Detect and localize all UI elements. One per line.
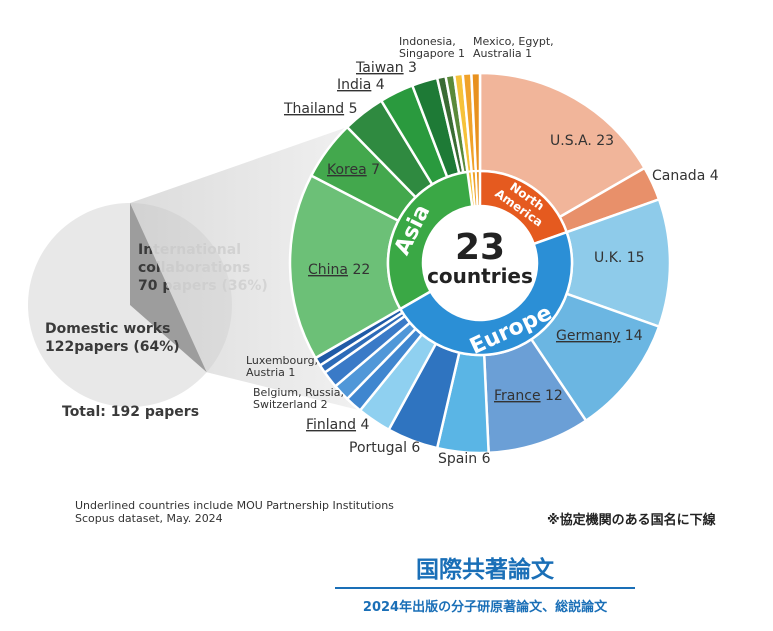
footnote: Underlined countries include MOU Partner… <box>75 499 394 525</box>
region-europe <box>398 230 574 357</box>
slice-domestic <box>28 203 207 408</box>
label-thailand: Thailand 5 <box>283 101 357 117</box>
label-total: Total: 192 papers <box>62 404 199 420</box>
center-disc <box>425 208 535 318</box>
label-luxembourg-austria: Luxembourg, Austria 1 <box>246 354 318 379</box>
label-finland: Finland 4 <box>306 417 369 433</box>
footer-subtitle: 2024年出版の分子研原著論文、総説論文 <box>362 600 608 615</box>
label-china: China 22 <box>308 262 370 278</box>
label-canada: Canada 4 <box>652 168 719 184</box>
center-number: 23 <box>455 227 505 268</box>
label-germany: Germany 14 <box>556 328 643 344</box>
footer-rule <box>335 587 635 589</box>
label-korea: Korea 7 <box>327 162 380 178</box>
country-ring <box>288 71 672 455</box>
label-uk: U.K. 15 <box>594 250 645 266</box>
center-word: countries <box>427 264 533 288</box>
footer-title: 国際共著論文 <box>416 557 554 583</box>
jp-footnote: ※協定機関のある国名に下線 <box>547 513 716 528</box>
label-india: India 4 <box>337 77 385 93</box>
label-indonesia-singapore: Indonesia, Singapore 1 <box>399 35 465 60</box>
label-taiwan: Taiwan 3 <box>355 60 417 76</box>
label-usa: U.S.A. 23 <box>550 133 614 149</box>
label-france: France 12 <box>494 388 563 404</box>
country-labels: U.S.A. 23 Canada 4 U.K. 15 Germany 14 France… <box>246 35 719 467</box>
label-belgium-russia-switzerland: Belgium, Russia, Switzerland 2 <box>253 386 344 411</box>
footnote-source: Scopus dataset, May. 2024 <box>75 512 223 525</box>
label-spain: Spain 6 <box>438 451 491 467</box>
footnote-mou: Underlined countries include MOU Partner… <box>75 499 394 512</box>
region-asia <box>386 170 474 311</box>
label-portugal: Portugal 6 <box>349 440 420 456</box>
label-mexico-egypt-australia: Mexico, Egypt, Australia 1 <box>473 35 554 60</box>
label-domestic: Domestic works 122papers (64%) <box>45 321 180 355</box>
